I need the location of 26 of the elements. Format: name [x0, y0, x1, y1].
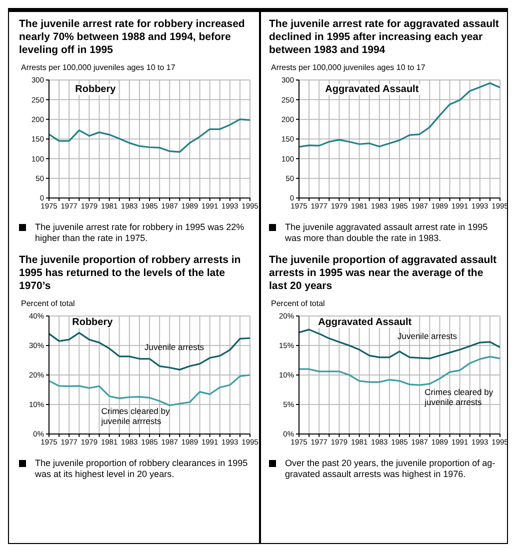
y-axis-title: Percent of total — [271, 299, 326, 308]
y-axis-title: Percent of total — [21, 299, 76, 308]
chart-title: The juvenile proportion of aggravated assault arrests in 1995 was near the average of the last 20 years — [269, 254, 498, 293]
chart-title: The juvenile proportion of robbery arrests in 1995 has returned to the levels of the late 1970’s — [19, 254, 242, 293]
line-series — [49, 118, 250, 153]
chart-title: The juvenile arrest rate for aggravated assault declined in 1995 after increasing each year between 1983 and 1994 — [269, 18, 500, 57]
annotation: Robbery — [71, 317, 114, 328]
line-series — [299, 82, 500, 148]
annotation: Robbery — [74, 84, 117, 95]
line-series — [49, 374, 250, 406]
text: The juvenile aggravated assault arrest rate in 1995 was more than double the rate in 1983. — [285, 222, 489, 244]
series-label: Crimes cleared by juvenile arrests — [424, 386, 494, 407]
series-label: Crimes cleared by juvenile arrrests — [101, 406, 171, 426]
line-series — [299, 356, 500, 386]
chart-title: The juvenile arrest rate for robbery increased nearly 70% between 1988 and 1994, before leveling off in 1995 — [19, 18, 246, 57]
annotation: Aggravated Assault — [317, 317, 413, 328]
text: The juvenile proportion of robbery clearances in 1995 was at its highest level in 20 years. — [35, 458, 249, 480]
text: Over the past 20 years, the juvenile proportion of ag-gravated assault arrests was highest in 1976. — [285, 458, 496, 480]
series-label: Juvenile arrests — [397, 331, 458, 342]
text: The juvenile arrest rate for robbery in 1995 was 22% higher than the rate in 1975. — [35, 222, 246, 244]
annotation: Aggravated Assault — [324, 84, 420, 95]
line-series — [299, 328, 500, 360]
y-axis-title: Arrests per 100,000 juveniles ages 10 to 17 — [271, 63, 426, 72]
y-axis-title: Arrests per 100,000 juveniles ages 10 to 17 — [21, 63, 176, 72]
line-series — [49, 332, 250, 370]
series-label: Juvenile arrests — [144, 342, 205, 352]
